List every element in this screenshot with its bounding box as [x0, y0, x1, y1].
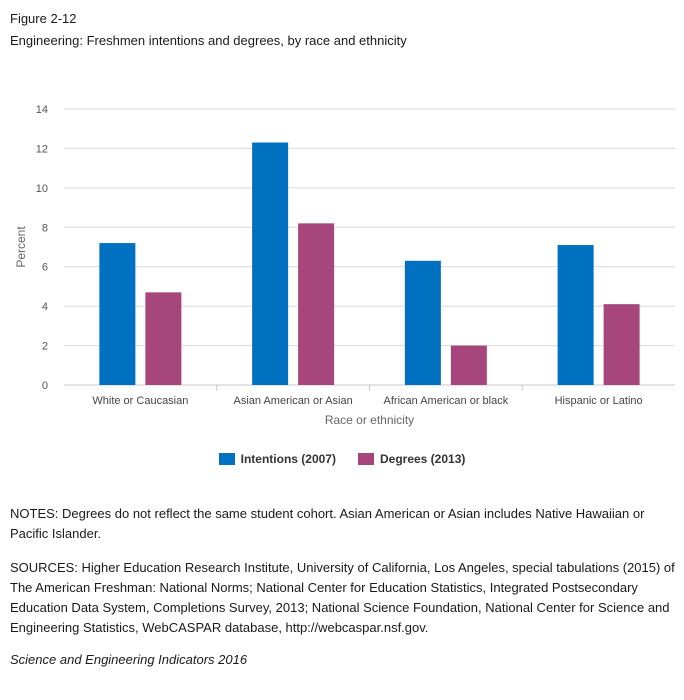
legend-item-degrees[interactable]: Degrees (2013) — [357, 452, 466, 466]
chart-legend: Intentions (2007) Degrees (2013) — [0, 452, 684, 466]
x-axis-label: Race or ethnicity — [325, 413, 414, 427]
y-tick-label: 8 — [42, 222, 48, 234]
figure-title: Engineering: Freshmen intentions and deg… — [10, 33, 407, 48]
y-tick-label: 0 — [42, 380, 48, 392]
legend-item-intentions[interactable]: Intentions (2007) — [218, 452, 336, 466]
credit-text: Science and Engineering Indicators 2016 — [10, 652, 248, 667]
bar-chart: 0 2 4 6 8 10 12 14 Percent White or Caucasian Asia… — [14, 104, 675, 427]
y-tick-label: 14 — [36, 104, 48, 116]
bar-degrees — [450, 345, 487, 385]
x-tick-label: African American or black — [384, 395, 509, 407]
y-tick-label: 12 — [36, 143, 48, 155]
notes-text: NOTES: Degrees do not reflect the same s… — [10, 506, 645, 541]
sources-text: SOURCES: Higher Education Research Insti… — [10, 560, 675, 635]
bar-intentions — [252, 142, 289, 385]
y-tick-label: 4 — [42, 301, 48, 313]
x-tick-label: White or Caucasian — [92, 395, 188, 407]
y-tick-label: 2 — [42, 341, 48, 353]
bar-degrees — [145, 292, 182, 385]
legend-label-intentions: Intentions (2007) — [240, 452, 336, 466]
figure-label: Figure 2-12 — [10, 11, 77, 26]
bar-intentions — [99, 243, 136, 385]
y-tick-label: 10 — [36, 183, 48, 195]
x-tick-label: Asian American or Asian — [234, 395, 353, 407]
bar-degrees — [298, 223, 335, 385]
legend-label-degrees: Degrees (2013) — [379, 452, 466, 466]
y-tick-label: 6 — [42, 262, 48, 274]
y-axis-label: Percent — [14, 226, 28, 268]
legend-swatch-intentions — [218, 453, 235, 465]
bar-intentions — [404, 260, 441, 385]
legend-swatch-degrees — [357, 453, 374, 465]
x-tick-label: Hispanic or Latino — [555, 395, 643, 407]
bar-degrees — [603, 304, 640, 385]
bar-intentions — [557, 245, 594, 385]
